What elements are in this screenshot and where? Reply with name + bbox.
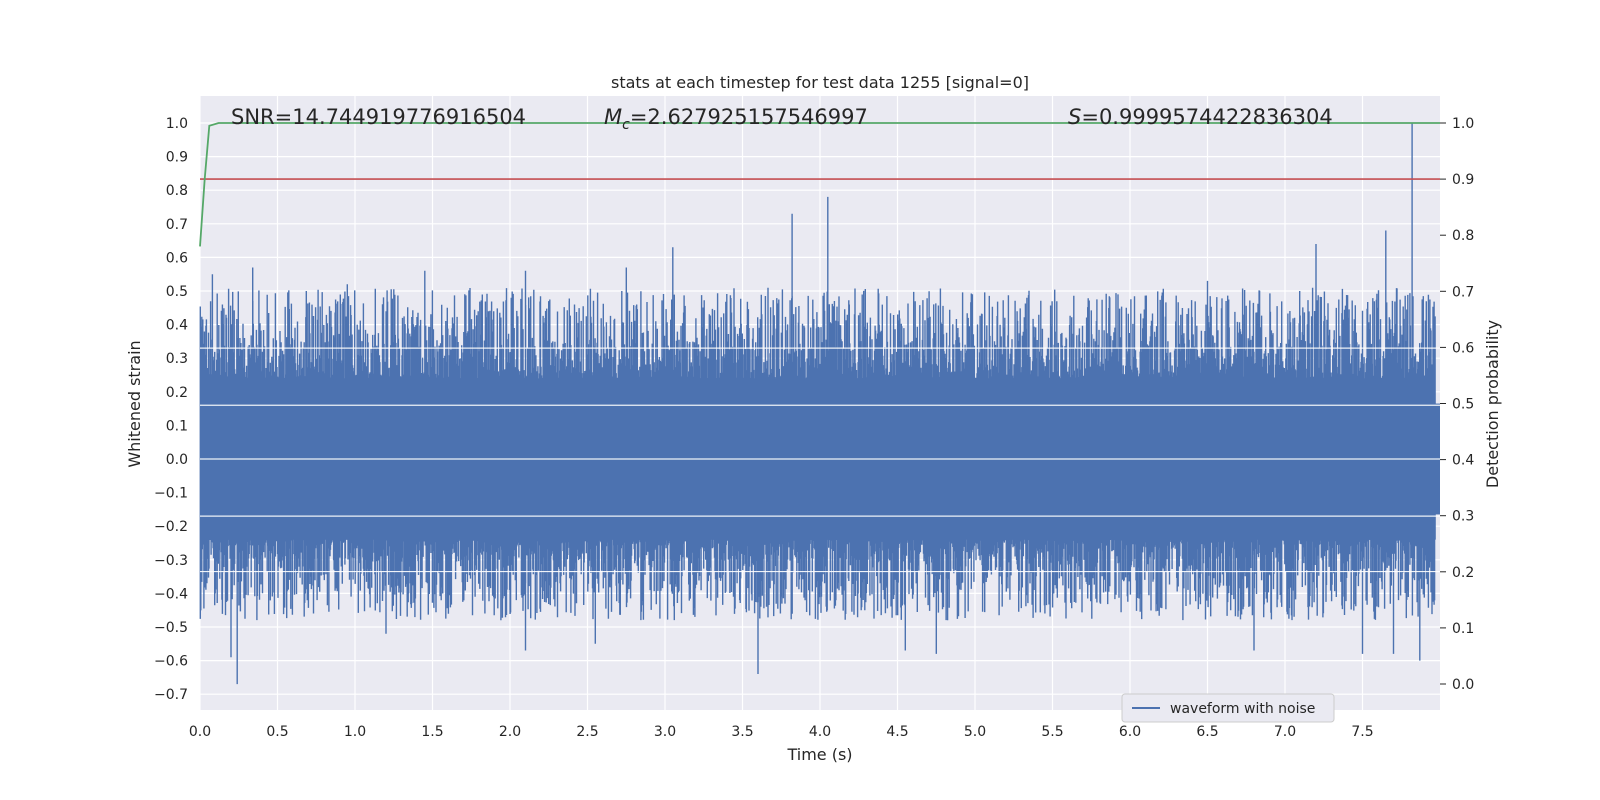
y2-tick-label: 0.9 [1452,172,1474,188]
x-axis-label: Time (s) [786,745,852,764]
x-tick-label: 2.0 [499,724,521,740]
probability-line [199,122,1440,247]
y2-tick-label: 0.8 [1452,228,1474,244]
y-tick-label: 0.6 [166,250,188,266]
x-tick-label: 7.5 [1351,724,1373,740]
y-tick-label: 0.9 [166,150,188,166]
x-tick-label: 7.0 [1274,724,1296,740]
x-tick-label: 4.5 [886,724,908,740]
x-tick-label: 5.5 [1041,724,1063,740]
y-axis-label: Whitened strain [125,340,144,467]
y2-tick-label: 0.2 [1452,565,1474,581]
y-tick-label: 0.1 [166,418,188,434]
x-tick-label: 1.0 [344,724,366,740]
y-tick-label: 0.7 [166,217,188,233]
y-tick-label: −0.5 [154,620,188,636]
y-tick-label: −0.6 [154,654,188,670]
s-symbol: S [1068,105,1081,129]
legend-box [1121,693,1335,723]
y2-tick-label: 0.1 [1452,621,1474,637]
legend: waveform with noise [1121,693,1335,723]
x-tick-label: 6.5 [1196,724,1218,740]
y2-tick-label: 0.6 [1452,340,1474,356]
waveform-series [199,123,1440,685]
y-tick-label: 0.5 [166,284,188,300]
y-tick-label: 1.0 [166,116,188,132]
y-axis-ticks: 1.0 0.9 0.8 0.7 0.6 0.5 0.4 0.3 0.2 0.1 0.0 −0.1 −0.… [154,116,188,703]
x-tick-label: 2.5 [576,724,598,740]
y-tick-label: −0.7 [154,687,188,703]
x-axis-ticks: 0.0 0.5 1.0 1.5 2.0 2.5 3.0 3.5 4.0 4.5 5.0 5.5 6.0 6… [189,724,1374,740]
y2-tick-label: 0.0 [1452,677,1474,693]
chart-title: stats at each timestep for test data 125… [611,73,1029,92]
x-tick-label: 6.0 [1119,724,1141,740]
y-tick-label: 0.4 [166,318,188,334]
y-tick-label: 0.3 [166,351,188,367]
y-tick-label: −0.4 [154,586,188,602]
mc-symbol: M [604,105,622,129]
mc-annotation: Mc=2.627925157546997 [604,105,868,133]
y-tick-label: 0.2 [166,385,188,401]
y2-axis-ticks: 1.0 0.9 0.8 0.7 0.6 0.5 0.4 0.3 0.2 0.1 0.0 [1440,116,1474,693]
snr-annotation: SNR=14.744919776916504 [231,105,526,129]
waveform-line [199,123,1436,685]
y2-axis-label: Detection probability [1483,320,1502,488]
x-tick-label: 4.0 [809,724,831,740]
s-value: =0.9999574422836304 [1081,105,1332,129]
y2-tick-label: 1.0 [1452,116,1474,132]
x-tick-label: 1.5 [421,724,443,740]
mc-subscript: c [622,117,630,133]
y-tick-label: 0.0 [166,452,188,468]
mc-value: =2.627925157546997 [630,105,868,129]
x-tick-label: 3.0 [654,724,676,740]
y-tick-label: −0.2 [154,519,188,535]
y-tick-label: −0.1 [154,486,188,502]
y2-tick-label: 0.4 [1452,453,1474,469]
overlay-lines [199,122,1440,247]
x-tick-label: 3.5 [731,724,753,740]
y2-tick-label: 0.3 [1452,509,1474,525]
x-tick-label: 0.0 [189,724,211,740]
y2-tick-label: 0.7 [1452,284,1474,300]
y-tick-label: 0.8 [166,183,188,199]
legend-label: waveform with noise [1170,701,1315,717]
x-tick-label: 0.5 [266,724,288,740]
s-annotation: S=0.9999574422836304 [1068,105,1333,129]
y-tick-label: −0.3 [154,553,188,569]
y2-tick-label: 0.5 [1452,397,1474,413]
x-tick-label: 5.0 [964,724,986,740]
